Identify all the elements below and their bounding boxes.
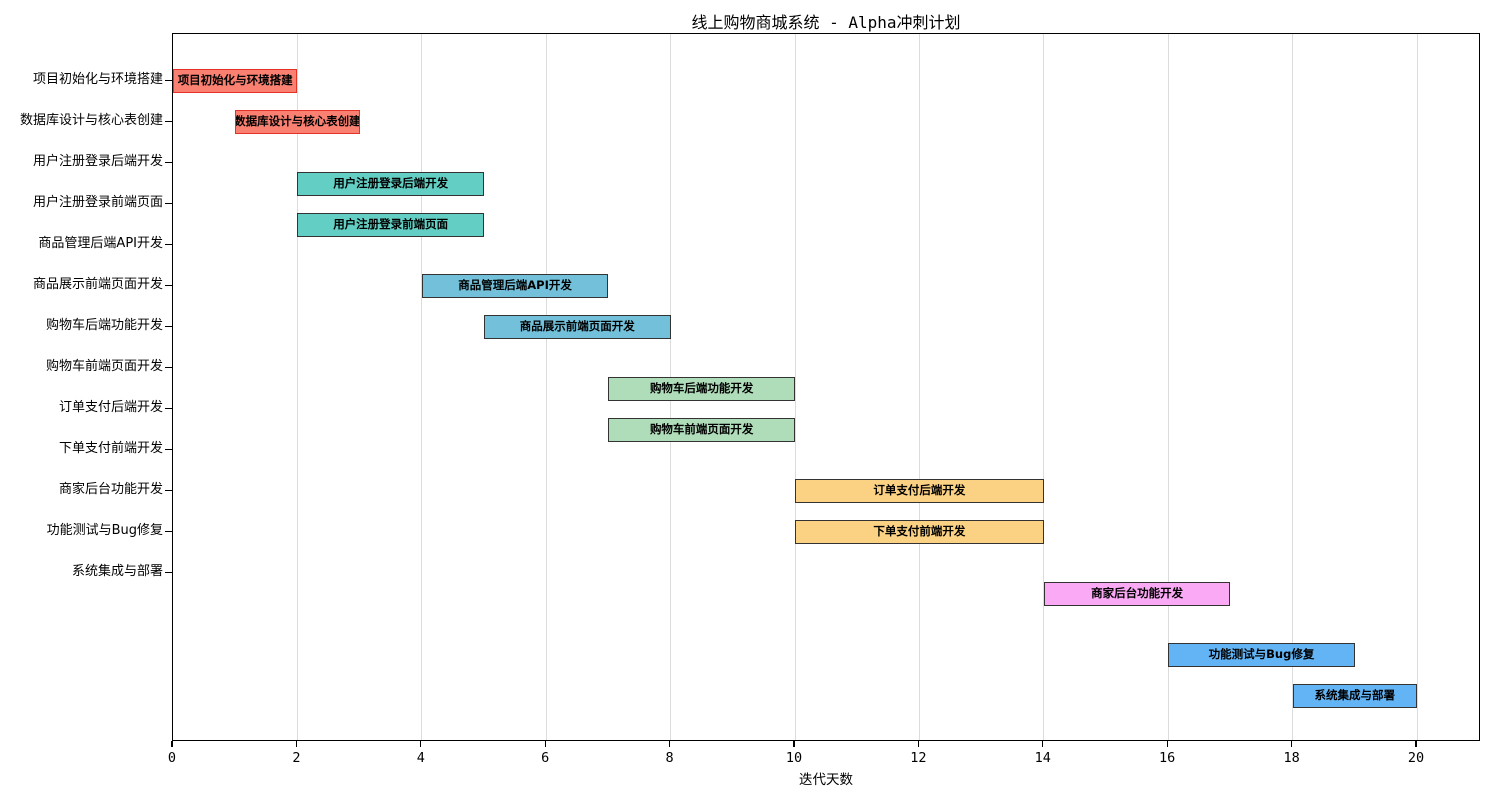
x-tick-mark — [669, 741, 671, 747]
y-tick-mark — [165, 449, 172, 451]
plot-area: 项目初始化与环境搭建数据库设计与核心表创建用户注册登录后端开发 用户注册登录前端页… — [172, 33, 1480, 741]
y-tick-mark — [165, 367, 172, 369]
gridline-x-6 — [545, 34, 547, 740]
y-tick-mark — [165, 408, 172, 410]
chart-title: 线上购物商城系统 - Alpha冲刺计划 — [691, 13, 961, 32]
y-axis-label: 商家后台功能开发 — [58, 482, 163, 497]
gantt-bar: 商家后台功能开发 — [1043, 581, 1231, 606]
y-axis-labels: 项目初始化与环境搭建数据库设计与核心表创建用户注册登录后端开发 用户注册登录前端页… — [0, 33, 163, 741]
y-axis-label: 下单支付前端开发 — [58, 441, 163, 456]
gantt-bar-label: 购物车前端页面开发 — [649, 421, 754, 436]
x-tick-label: 18 — [1283, 750, 1300, 766]
y-axis-label: 购物车前端页面开发 — [45, 359, 163, 374]
gantt-bar-label: 用户注册登录后端开发 — [333, 175, 449, 190]
y-tick-mark — [165, 244, 172, 246]
x-tick-label: 20 — [1407, 750, 1425, 766]
y-tick-mark — [165, 162, 172, 164]
gridline-x-16 — [1167, 34, 1169, 740]
gantt-bar-label: 下单支付前端开发 — [873, 524, 966, 539]
x-tick-mark — [917, 741, 920, 747]
gantt-bar: 商品管理后端API开发 — [421, 274, 609, 298]
gantt-bar: 下单支付前端开发 — [795, 520, 1044, 544]
gantt-bar-label: 购物车后端功能开发 — [649, 380, 754, 395]
gantt-bar-label: 商家后台功能开发 — [1091, 585, 1184, 600]
gantt-bar: 商品展示前端页面开发 — [484, 315, 671, 339]
x-tick-mark — [420, 741, 422, 747]
x-tick-mark — [1042, 741, 1044, 747]
gridline-x-10 — [794, 34, 796, 740]
x-tick-mark — [793, 741, 795, 747]
gantt-bar: 系统集成与部署 — [1292, 684, 1417, 708]
x-tick-mark — [171, 741, 173, 747]
y-axis-label: 数据库设计与核心表创建 — [19, 113, 163, 128]
y-tick-mark — [165, 203, 172, 205]
x-tick-label: 2 — [292, 750, 301, 766]
y-axis-label: 系统集成与部署 — [71, 564, 163, 579]
x-tick-mark — [1166, 741, 1168, 747]
x-tick-label: 16 — [1159, 750, 1176, 766]
gantt-bar: 数据库设计与核心表创建 — [235, 110, 360, 134]
y-tick-mark — [165, 572, 172, 574]
y-axis-label: 商品管理后端API开发 — [38, 236, 163, 251]
gantt-bar-label: 功能测试与Bug修复 — [1208, 647, 1315, 662]
x-tick-mark — [1415, 741, 1417, 747]
gantt-bar: 用户注册登录前端页面 — [297, 212, 484, 237]
y-tick-mark — [165, 490, 172, 492]
gantt-bar-label: 订单支付后端开发 — [873, 483, 966, 498]
y-axis-label: 购物车后端功能开发 — [45, 318, 163, 333]
gantt-bar: 购物车后端功能开发 — [608, 376, 795, 401]
x-tick-mark — [295, 741, 298, 747]
gridline-x-12 — [918, 34, 920, 740]
y-axis-label: 项目初始化与环境搭建 — [32, 72, 163, 87]
gridline-x-14 — [1043, 34, 1045, 740]
gantt-bar-label: 用户注册登录前端页面 — [333, 216, 449, 231]
x-tick-label: 4 — [416, 750, 425, 766]
x-tick-mark — [544, 741, 546, 747]
gridline-x-20 — [1416, 34, 1418, 740]
y-tick-mark — [165, 326, 172, 328]
gridline-x-4 — [421, 34, 423, 740]
y-axis-label: 订单支付后端开发 — [58, 400, 163, 415]
x-tick-label: 0 — [167, 750, 177, 766]
y-tick-mark — [165, 285, 172, 287]
x-tick-label: 10 — [785, 750, 803, 766]
x-tick-label: 6 — [541, 750, 550, 766]
x-tick-label: 8 — [665, 750, 674, 766]
y-axis-label: 用户注册登录前端页面 — [32, 195, 163, 210]
x-axis-title: 迭代天数 — [799, 772, 853, 788]
gantt-bar: 购物车前端页面开发 — [608, 417, 795, 442]
gridline-x-18 — [1292, 34, 1294, 740]
gantt-bar-label: 系统集成与部署 — [1314, 688, 1396, 703]
gantt-bar-label: 商品展示前端页面开发 — [519, 319, 635, 334]
y-tick-mark — [165, 121, 172, 123]
gantt-bar: 订单支付后端开发 — [795, 479, 1044, 503]
gantt-bar: 项目初始化与环境搭建 — [173, 69, 298, 93]
y-axis-label: 用户注册登录后端开发 — [32, 154, 163, 169]
gantt-bar-label: 商品管理后端API开发 — [458, 278, 572, 293]
y-tick-mark — [165, 531, 172, 533]
gantt-bar: 功能测试与Bug修复 — [1168, 643, 1355, 667]
gantt-bar-label: 数据库设计与核心表创建 — [235, 114, 360, 129]
gantt-bar-label: 项目初始化与环境搭建 — [177, 73, 293, 88]
x-tick-label: 14 — [1034, 750, 1051, 766]
y-axis-label: 商品展示前端页面开发 — [32, 277, 163, 292]
x-tick-mark — [1291, 741, 1293, 747]
gantt-bar: 用户注册登录后端开发 — [297, 171, 484, 196]
x-tick-label: 12 — [910, 750, 927, 766]
y-tick-mark — [165, 80, 172, 82]
y-axis-label: 功能测试与Bug修复 — [46, 523, 163, 538]
gridline-x-2 — [296, 34, 298, 740]
